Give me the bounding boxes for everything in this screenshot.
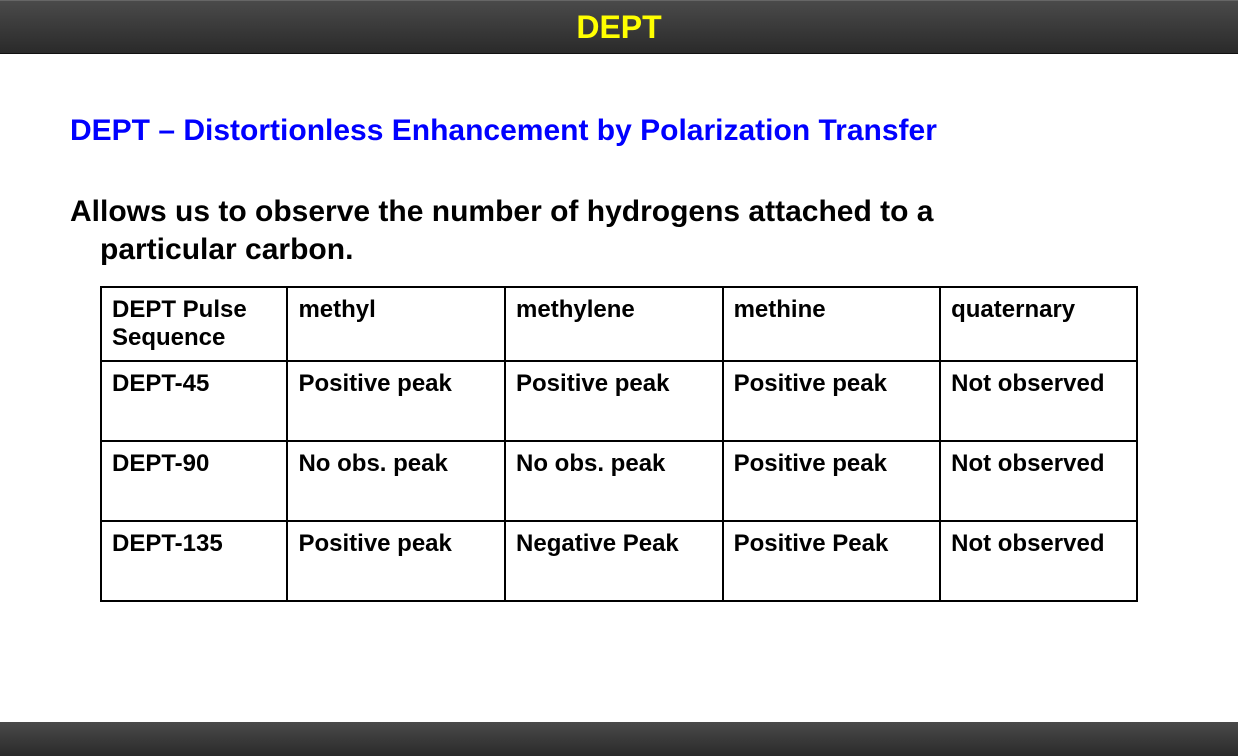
table-cell: Positive peak [505, 361, 723, 441]
table-header-row: DEPT Pulse Sequence methyl methylene met… [101, 287, 1137, 361]
header-title: DEPT [576, 9, 661, 46]
table-cell: DEPT-135 [101, 521, 287, 601]
dept-table: DEPT Pulse Sequence methyl methylene met… [100, 286, 1138, 602]
table-cell: Not observed [940, 521, 1137, 601]
table-cell: Not observed [940, 441, 1137, 521]
footer-bar [0, 722, 1238, 756]
table-cell: No obs. peak [505, 441, 723, 521]
table-cell: Not observed [940, 361, 1137, 441]
subtitle: DEPT – Distortionless Enhancement by Pol… [70, 114, 1168, 148]
table-cell: Positive Peak [723, 521, 941, 601]
table-row: DEPT-90 No obs. peak No obs. peak Positi… [101, 441, 1137, 521]
column-header: methyl [287, 287, 505, 361]
description-line-1: Allows us to observe the number of hydro… [70, 195, 933, 228]
table-cell: Positive peak [723, 441, 941, 521]
column-header: methine [723, 287, 941, 361]
table-cell: DEPT-45 [101, 361, 287, 441]
column-header: methylene [505, 287, 723, 361]
column-header: DEPT Pulse Sequence [101, 287, 287, 361]
table-cell: Positive peak [287, 361, 505, 441]
header-bar: DEPT [0, 0, 1238, 54]
table-wrap: DEPT Pulse Sequence methyl methylene met… [70, 286, 1168, 602]
description: Allows us to observe the number of hydro… [70, 193, 1168, 268]
table-cell: Positive peak [287, 521, 505, 601]
table-row: DEPT-45 Positive peak Positive peak Posi… [101, 361, 1137, 441]
content-area: DEPT – Distortionless Enhancement by Pol… [0, 54, 1238, 602]
table-row: DEPT-135 Positive peak Negative Peak Pos… [101, 521, 1137, 601]
description-line-2: particular carbon. [70, 231, 1168, 269]
table-cell: DEPT-90 [101, 441, 287, 521]
table-cell: Negative Peak [505, 521, 723, 601]
table-cell: No obs. peak [287, 441, 505, 521]
table-cell: Positive peak [723, 361, 941, 441]
column-header: quaternary [940, 287, 1137, 361]
